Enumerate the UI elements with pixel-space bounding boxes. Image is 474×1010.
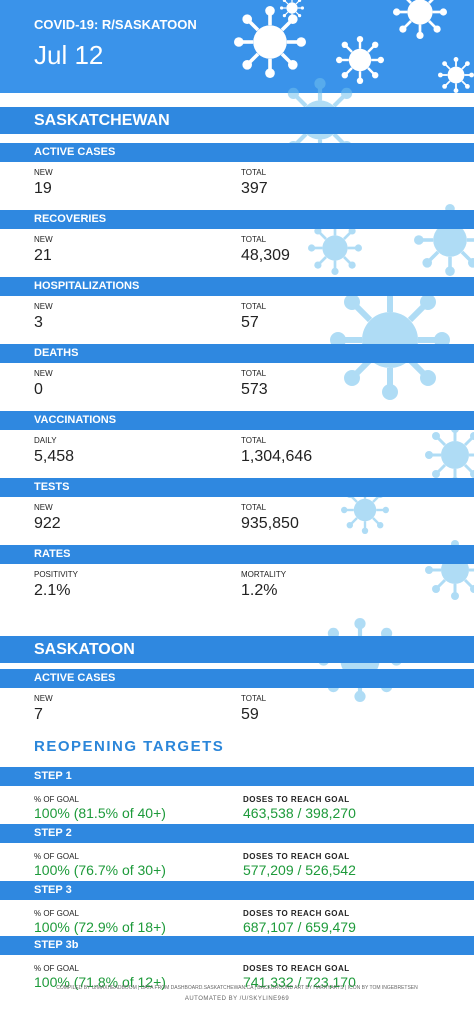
step-value: 100% (81.5% of 40+): [34, 805, 166, 821]
step-header: STEP 2: [0, 824, 474, 843]
stat-label: POSITIVITY: [34, 570, 79, 579]
step-label: DOSES TO REACH GOAL: [243, 909, 350, 918]
step-label: DOSES TO REACH GOAL: [243, 964, 350, 973]
stat-value: 573: [241, 381, 268, 398]
stat-value: 19: [34, 180, 52, 197]
step-label: % OF GOAL: [34, 795, 79, 804]
stat-value: 0: [34, 381, 43, 398]
step-value: 741,332 / 723,170: [243, 974, 356, 990]
stat-header: ACTIVE CASES: [0, 669, 474, 688]
step-header: STEP 3b: [0, 936, 474, 955]
region-header: SASKATOON: [0, 636, 474, 663]
step-value: 577,209 / 526,542: [243, 862, 356, 878]
stat-value: 21: [34, 247, 52, 264]
step-label: % OF GOAL: [34, 852, 79, 861]
stat-label: TOTAL: [241, 369, 267, 378]
stat-value: 2.1%: [34, 582, 71, 599]
stat-header: HOSPITALIZATIONS: [0, 277, 474, 296]
region-header: SASKATCHEWAN: [0, 107, 474, 134]
stat-header: RECOVERIES: [0, 210, 474, 229]
step-value: 100% (72.9% of 18+): [34, 919, 166, 935]
stat-label: NEW: [34, 369, 53, 378]
step-value: 100% (71.8% of 12+): [34, 974, 166, 990]
stat-label: TOTAL: [241, 302, 267, 311]
stat-header: RATES: [0, 545, 474, 564]
stat-label: TOTAL: [241, 503, 267, 512]
footer-credits: COMPILED BY U/MAXHEADBOOM | DATA FROM DA…: [56, 985, 418, 991]
step-value: 100% (76.7% of 30+): [34, 862, 166, 878]
step-label: DOSES TO REACH GOAL: [243, 795, 350, 804]
stat-header: VACCINATIONS: [0, 411, 474, 430]
stat-header: DEATHS: [0, 344, 474, 363]
step-label: DOSES TO REACH GOAL: [243, 852, 350, 861]
stat-value: 922: [34, 515, 61, 532]
step-value: 463,538 / 398,270: [243, 805, 356, 821]
stat-value: 1,304,646: [241, 448, 313, 465]
stat-label: TOTAL: [241, 436, 267, 445]
stat-label: TOTAL: [241, 168, 267, 177]
date: Jul 12: [34, 40, 104, 70]
stat-value: 48,309: [241, 247, 290, 264]
stat-label: NEW: [34, 694, 53, 703]
stat-header: ACTIVE CASES: [0, 143, 474, 162]
stat-label: NEW: [34, 503, 53, 512]
stat-label: NEW: [34, 302, 53, 311]
stat-value: 7: [34, 706, 43, 723]
stat-value: 57: [241, 314, 259, 331]
footer-automation: AUTOMATED BY /U/SKYLINE969: [184, 996, 290, 1002]
stat-label: TOTAL: [241, 694, 267, 703]
step-label: % OF GOAL: [34, 909, 79, 918]
stat-label: NEW: [34, 168, 53, 177]
reopening-title: REOPENING TARGETS: [34, 738, 225, 755]
stat-value: 397: [241, 180, 268, 197]
stat-label: MORTALITY: [241, 570, 287, 579]
stat-value: 1.2%: [241, 582, 278, 599]
step-label: % OF GOAL: [34, 964, 79, 973]
stat-value: 5,458: [34, 448, 75, 465]
stat-label: TOTAL: [241, 235, 267, 244]
stat-header: TESTS: [0, 478, 474, 497]
stat-label: DAILY: [34, 436, 57, 445]
stat-value: 935,850: [241, 515, 299, 532]
step-value: 687,107 / 659,479: [243, 919, 356, 935]
stat-value: 59: [241, 706, 259, 723]
stat-label: NEW: [34, 235, 53, 244]
step-header: STEP 1: [0, 767, 474, 786]
title: COVID-19: R/SASKATOON: [34, 17, 197, 32]
stat-value: 3: [34, 314, 43, 331]
step-header: STEP 3: [0, 881, 474, 900]
